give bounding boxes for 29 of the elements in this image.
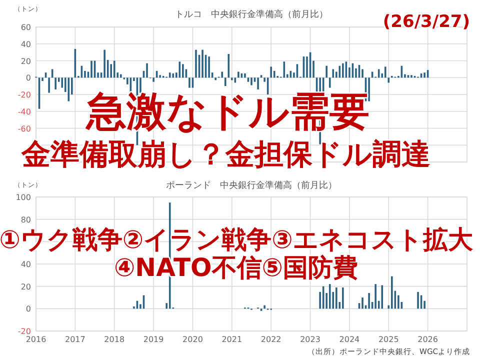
y-tick-label: 40	[20, 40, 31, 49]
y-tick-label: -20	[18, 90, 31, 100]
y-tick-label: 20	[20, 56, 31, 66]
y-tick-label: 100	[16, 193, 31, 202]
y-tick-label: 0	[26, 74, 31, 83]
chart-title: トルコ 中央銀行金準備高（前月比）	[175, 9, 328, 20]
x-tick-label: 2017	[65, 335, 86, 344]
x-tick-label: 2022	[260, 335, 282, 344]
x-tick-label: 2021	[222, 335, 242, 344]
annotation: (26/3/27)	[382, 12, 470, 32]
annotation: ①ウク戦争②イラン戦争③エネコスト拡大	[0, 225, 474, 254]
y-tick-label: -60	[18, 124, 31, 134]
y-tick-label: 60	[20, 23, 31, 32]
x-tick-label: 2018	[104, 335, 125, 344]
annotation: 金準備取崩し？金担保ドル調達	[20, 137, 430, 171]
x-tick-label: 2025	[378, 335, 399, 344]
y-tick-label: -40	[18, 107, 31, 116]
y-tick-label: 40	[20, 260, 31, 269]
y-tick-label: -20	[18, 327, 31, 336]
x-tick-label: 2020	[182, 335, 203, 344]
y-tick-label: 80	[20, 215, 31, 224]
x-tick-label: 2023	[300, 335, 320, 344]
y-tick-label: 0	[26, 304, 31, 314]
x-tick-label: 2019	[143, 335, 164, 344]
x-tick-label: 2026	[418, 335, 438, 344]
x-tick-label: 2024	[339, 335, 360, 344]
x-tick-label: 2016	[26, 335, 46, 344]
y-tick-label: 20	[20, 282, 31, 292]
chart-title: ポーランド 中央銀行金準備高（前月比）	[166, 180, 337, 191]
